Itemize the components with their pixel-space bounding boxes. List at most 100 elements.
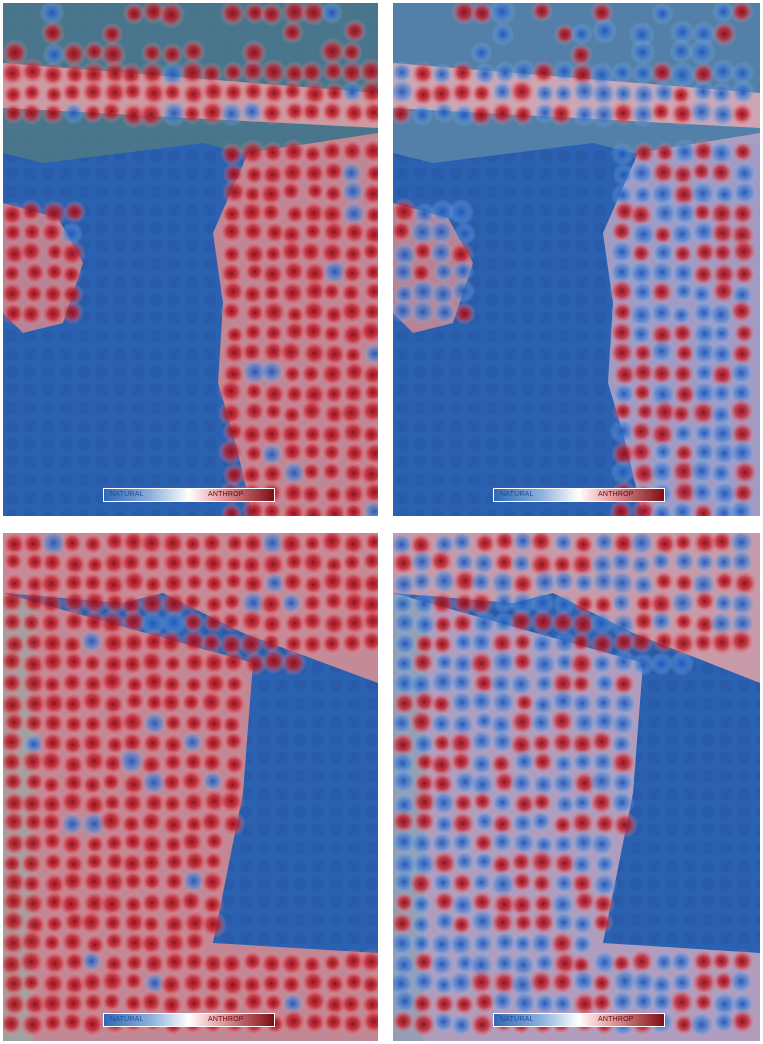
heat-dot <box>301 533 324 555</box>
heat-dot <box>181 590 204 613</box>
heat-dot <box>301 142 325 166</box>
heat-dot <box>430 731 454 755</box>
heat-dot <box>42 42 66 67</box>
heat-dot <box>240 282 265 307</box>
heat-dot <box>630 279 655 305</box>
heat-dot <box>648 458 676 486</box>
heat-dot <box>509 951 537 979</box>
heat-dot <box>340 380 366 406</box>
heat-dot <box>649 652 674 676</box>
heat-dot <box>409 298 437 325</box>
heat-dot <box>629 322 654 346</box>
heat-dot <box>200 950 226 977</box>
heat-dot <box>508 608 535 635</box>
heat-dot <box>320 3 344 25</box>
heat-dot <box>242 651 268 677</box>
heat-dot <box>650 159 677 186</box>
heat-dot <box>730 101 755 127</box>
heat-dot <box>550 687 577 715</box>
heat-dot <box>338 991 364 1017</box>
heat-dot <box>199 868 226 896</box>
heat-dot <box>510 829 537 856</box>
heat-dot <box>220 142 244 166</box>
heat-dot <box>341 200 367 227</box>
heat-dot <box>20 533 47 557</box>
heat-dot <box>669 589 696 617</box>
heat-dot <box>340 550 364 574</box>
heat-dot <box>652 440 675 463</box>
heat-dot <box>530 871 554 895</box>
heat-dot <box>59 222 83 246</box>
heat-dot <box>158 629 185 656</box>
heat-dot <box>120 629 148 657</box>
heat-dot <box>40 1010 65 1035</box>
heat-dot <box>340 533 367 558</box>
heat-dot <box>200 730 226 756</box>
heat-dot <box>339 138 365 164</box>
heat-dot <box>340 80 365 104</box>
heat-dot <box>609 770 635 796</box>
heat-dot <box>162 869 186 894</box>
heat-dot <box>20 971 43 994</box>
heat-dot <box>3 709 27 735</box>
heat-dot <box>468 771 496 799</box>
heat-dot <box>430 632 455 656</box>
heat-dot <box>513 691 536 714</box>
heat-dot <box>469 751 495 777</box>
heat-dot <box>432 812 456 836</box>
heat-dot <box>280 649 307 676</box>
heat-dot <box>3 970 28 998</box>
heat-dot <box>533 991 557 1016</box>
heat-dot <box>3 670 25 696</box>
heat-dot <box>257 590 285 618</box>
heat-dot <box>690 282 713 306</box>
heat-dot <box>511 102 535 126</box>
heat-dot <box>588 830 616 858</box>
heat-dot <box>161 609 187 636</box>
heat-dot <box>23 550 47 574</box>
heat-dot <box>300 318 327 344</box>
heat-dot <box>672 381 698 407</box>
heat-dot <box>359 628 378 654</box>
heat-dot <box>447 729 476 758</box>
heat-dot <box>489 852 514 877</box>
heat-dot <box>508 708 536 736</box>
heat-dot <box>612 629 637 655</box>
heat-dot <box>393 711 414 736</box>
heat-dot <box>670 303 693 326</box>
heat-dot <box>159 770 185 795</box>
heat-dot <box>320 500 349 516</box>
heat-dot <box>667 988 696 1017</box>
heat-dot <box>472 850 496 873</box>
heat-dot <box>633 400 657 423</box>
heat-dot <box>731 458 759 486</box>
heat-dot <box>59 928 86 955</box>
heat-dot <box>119 850 146 877</box>
heat-dot <box>320 441 343 464</box>
heat-dot <box>239 462 265 488</box>
heat-dot <box>38 590 64 616</box>
heat-dot <box>3 728 26 756</box>
heat-dot <box>670 260 696 286</box>
heat-dot <box>100 868 128 896</box>
heat-dot <box>709 460 734 486</box>
heat-dot <box>279 972 304 997</box>
heat-dot <box>221 690 248 717</box>
heat-dot <box>120 567 148 596</box>
heat-dot <box>320 610 348 638</box>
heat-dot <box>712 1009 737 1034</box>
heat-dot <box>17 927 46 956</box>
heat-dot <box>3 83 25 106</box>
heat-dot <box>571 932 594 956</box>
heat-dot <box>198 808 225 835</box>
heat-dot <box>359 362 378 388</box>
heat-dot <box>338 297 366 326</box>
heat-dot <box>570 610 597 638</box>
heat-dot <box>408 218 437 246</box>
heat-dot <box>260 281 284 305</box>
heat-dot <box>100 691 127 718</box>
heat-dot <box>530 749 555 774</box>
heat-dot <box>509 849 534 874</box>
heat-dot <box>201 711 227 737</box>
heat-dot <box>449 79 475 106</box>
